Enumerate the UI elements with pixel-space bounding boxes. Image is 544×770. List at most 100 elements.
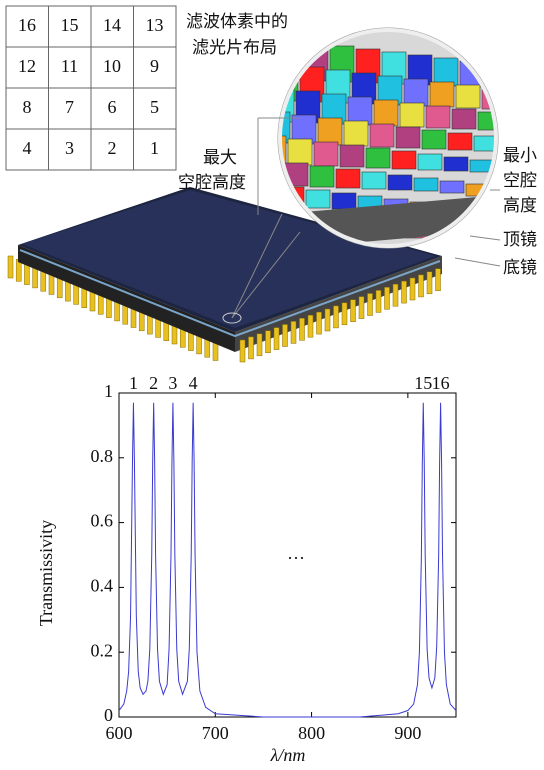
- block: [366, 148, 390, 168]
- layout-label: 滤光片布局: [192, 38, 277, 58]
- peak-label: 4: [189, 373, 198, 393]
- y-tick-label: 0.6: [91, 511, 114, 531]
- block: [310, 166, 334, 187]
- grid-cell: 5: [150, 97, 159, 117]
- pin: [274, 328, 279, 350]
- block: [340, 145, 364, 167]
- block: [314, 142, 338, 166]
- grid-cell: 13: [146, 15, 164, 35]
- pin: [427, 272, 432, 294]
- block: [258, 160, 282, 185]
- block: [448, 133, 472, 150]
- min-cavity-label: 高度: [503, 196, 537, 216]
- pin: [393, 284, 398, 306]
- block: [452, 109, 476, 129]
- block: [306, 190, 330, 208]
- block: [478, 112, 502, 130]
- min-cavity-label: 最小: [503, 146, 537, 166]
- layout-label: 滤波体素中的: [186, 12, 288, 32]
- peak-label: 2: [149, 373, 158, 393]
- block: [456, 85, 480, 108]
- x-tick-label: 800: [298, 723, 325, 743]
- grid-cell: 9: [150, 56, 159, 76]
- grid-cell: 2: [108, 138, 117, 158]
- grid-cell: 15: [61, 15, 79, 35]
- figure: 滤波体素中的 滤光片布局 最大 空腔高度 最小 空腔 高度 顶镜 底镜 Tran…: [0, 0, 544, 770]
- pin: [283, 325, 288, 347]
- pin: [249, 337, 254, 359]
- y-tick-label: 0.8: [91, 446, 114, 466]
- pin: [419, 275, 424, 297]
- block: [288, 139, 312, 165]
- block: [388, 175, 412, 190]
- grid-cell: 12: [18, 56, 36, 76]
- block: [444, 157, 468, 171]
- peak-label: 3: [168, 373, 177, 393]
- grid-cell: 11: [61, 56, 78, 76]
- y-tick-label: 0.4: [91, 576, 114, 596]
- grid-cell: 8: [23, 97, 32, 117]
- block: [332, 193, 356, 209]
- block: [362, 172, 386, 189]
- max-cavity-label: 空腔高度: [178, 173, 246, 193]
- pin: [376, 290, 381, 312]
- x-tick-label: 600: [106, 723, 133, 743]
- pin: [240, 340, 245, 362]
- pin: [266, 331, 271, 353]
- max-cavity-label: 最大: [203, 148, 237, 168]
- grid-cell: 10: [103, 56, 121, 76]
- block: [318, 118, 342, 145]
- pin: [325, 309, 330, 331]
- peak-label: 1: [129, 373, 138, 393]
- block: [422, 130, 446, 149]
- pin: [291, 321, 296, 343]
- pin: [351, 300, 356, 322]
- pin: [342, 303, 347, 325]
- x-tick-label: 700: [202, 723, 229, 743]
- grid-cell: 7: [65, 97, 74, 117]
- pin: [410, 278, 415, 300]
- block: [440, 181, 464, 193]
- pin: [317, 312, 322, 334]
- pin: [359, 297, 364, 319]
- pin: [385, 287, 390, 309]
- block: [414, 178, 438, 191]
- min-cavity-label: 空腔: [503, 171, 537, 191]
- pin: [257, 334, 262, 356]
- pin: [300, 318, 305, 340]
- pin: [334, 306, 339, 328]
- bottom-mirror-label: 底镜: [503, 258, 537, 278]
- block: [458, 232, 482, 244]
- block: [486, 64, 510, 88]
- grid-cell: 4: [23, 138, 32, 158]
- block: [430, 82, 454, 107]
- block: [370, 124, 394, 147]
- ellipsis-note: ···: [287, 548, 305, 568]
- top-mirror-label: 顶镜: [503, 230, 537, 250]
- block: [396, 127, 420, 148]
- y-tick-label: 0.2: [91, 640, 114, 660]
- block: [392, 151, 416, 169]
- grid-cell: 6: [108, 97, 117, 117]
- pin: [402, 281, 407, 303]
- y-tick-label: 0: [104, 705, 113, 725]
- grid-cell: 3: [65, 138, 74, 158]
- pin: [368, 294, 373, 316]
- pin: [308, 315, 313, 337]
- peak-label: 16: [432, 373, 450, 393]
- x-axis-label: λ/nm: [270, 745, 306, 765]
- block: [344, 121, 368, 146]
- pin: [8, 256, 13, 278]
- x-tick-label: 900: [394, 723, 421, 743]
- block: [426, 106, 450, 128]
- grid-cell: 1: [150, 138, 159, 158]
- grid-cell: 14: [103, 15, 121, 35]
- peak-label: 15: [414, 373, 432, 393]
- block: [336, 169, 360, 188]
- block: [404, 79, 428, 106]
- block: [400, 103, 424, 127]
- pin: [436, 269, 441, 291]
- block: [374, 100, 398, 126]
- grid-cell: 16: [18, 15, 36, 35]
- y-tick-label: 1: [104, 381, 113, 401]
